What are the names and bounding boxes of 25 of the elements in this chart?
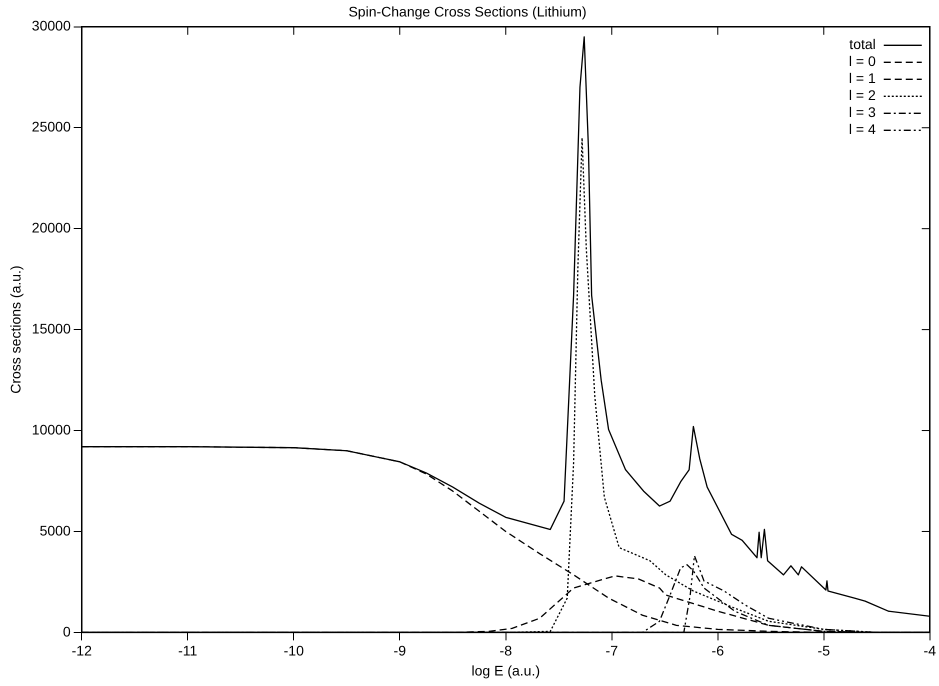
x-tick-label: -4	[924, 642, 936, 659]
x-tick-label: -5	[818, 642, 830, 659]
legend-label: total	[849, 36, 876, 52]
chart-title: Spin-Change Cross Sections (Lithium)	[348, 3, 587, 20]
x-tick-label: -6	[712, 642, 724, 659]
x-tick-label: -11	[178, 642, 198, 659]
y-tick-label: 30000	[32, 18, 71, 34]
x-tick-label: -10	[284, 642, 304, 659]
x-tick-label: -9	[394, 642, 406, 659]
y-axis-title: Cross sections (a.u.)	[7, 265, 24, 394]
x-tick-label: -8	[500, 642, 512, 659]
x-axis-title: log E (a.u.)	[472, 662, 540, 678]
legend-label: l = 1	[848, 70, 876, 86]
y-tick-label: 5000	[40, 522, 71, 538]
y-tick-label: 10000	[32, 421, 71, 438]
legend-label: l = 2	[848, 87, 876, 104]
legend-label: l = 0	[848, 53, 876, 70]
y-tick-label: 0	[62, 623, 71, 640]
y-tick-label: 25000	[32, 118, 71, 135]
y-tick-label: 20000	[32, 220, 71, 236]
y-tick-label: 15000	[32, 320, 71, 336]
legend-label: l = 4	[848, 121, 876, 138]
legend-label: l = 3	[848, 104, 876, 120]
x-tick-label: -12	[72, 642, 92, 659]
x-tick-label: -7	[606, 642, 618, 659]
